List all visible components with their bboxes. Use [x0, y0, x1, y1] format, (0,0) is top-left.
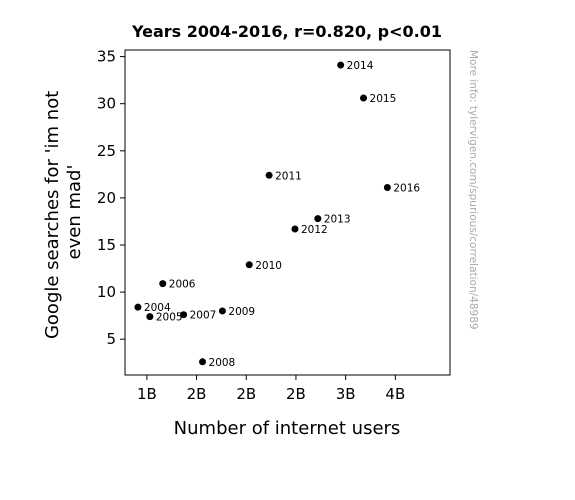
- data-label-2006: 2006: [169, 279, 196, 291]
- data-label-2013: 2013: [324, 214, 351, 226]
- y-tick-label: 15: [97, 236, 116, 254]
- data-label-2007: 2007: [190, 310, 217, 322]
- data-label-2009: 2009: [228, 306, 255, 318]
- data-label-2008: 2008: [209, 357, 236, 369]
- data-point-2013: [314, 215, 322, 223]
- data-point-2016: [383, 184, 391, 192]
- data-point-2004: [134, 303, 142, 311]
- x-tick-label: 2B: [286, 385, 306, 403]
- y-tick-label: 35: [97, 48, 116, 66]
- y-tick-label: 10: [97, 283, 116, 301]
- x-tick-label: 2B: [187, 385, 207, 403]
- x-axis-label: Number of internet users: [174, 418, 401, 439]
- data-point-2007: [180, 311, 188, 319]
- data-point-2012: [291, 225, 299, 233]
- watermark: More info: tylervigen.com/spurious/corre…: [467, 50, 479, 330]
- data-label-2012: 2012: [301, 224, 328, 236]
- y-tick-label: 30: [97, 95, 116, 113]
- data-point-2008: [199, 358, 207, 366]
- data-label-2014: 2014: [347, 60, 374, 72]
- y-tick-label: 25: [97, 142, 116, 160]
- data-point-2014: [337, 61, 345, 69]
- data-label-2004: 2004: [144, 302, 171, 314]
- x-tick-label: 1B: [137, 385, 157, 403]
- chart-title: Years 2004-2016, r=0.820, p<0.01: [131, 22, 442, 41]
- data-label-2005: 2005: [156, 312, 183, 324]
- y-tick-label: 20: [97, 189, 116, 207]
- data-label-2011: 2011: [275, 170, 302, 182]
- x-tick-label: 3B: [336, 385, 356, 403]
- data-point-2011: [265, 171, 273, 179]
- data-label-2015: 2015: [370, 93, 397, 105]
- x-tick-label: 2B: [236, 385, 256, 403]
- data-label-2010: 2010: [255, 260, 282, 272]
- x-axis: 1B 2B 2B 2B 3B 4B: [137, 375, 405, 403]
- data-point-2010: [245, 261, 253, 269]
- x-tick-label: 4B: [385, 385, 405, 403]
- y-axis-label-line-2: even mad': [64, 165, 85, 260]
- data-point-2006: [159, 280, 167, 288]
- data-point-2015: [360, 94, 368, 102]
- plot-area: [124, 49, 451, 376]
- data-label-2016: 2016: [393, 183, 420, 195]
- data-point-2005: [146, 313, 154, 321]
- y-axis-label-line-1: Google searches for 'im not: [42, 91, 63, 339]
- data-point-2009: [218, 307, 226, 315]
- y-axis: 5 10 15 20 25 30 35: [97, 48, 125, 348]
- y-axis-label: Google searches for 'im not even mad': [42, 85, 85, 339]
- y-tick-label: 5: [106, 330, 116, 348]
